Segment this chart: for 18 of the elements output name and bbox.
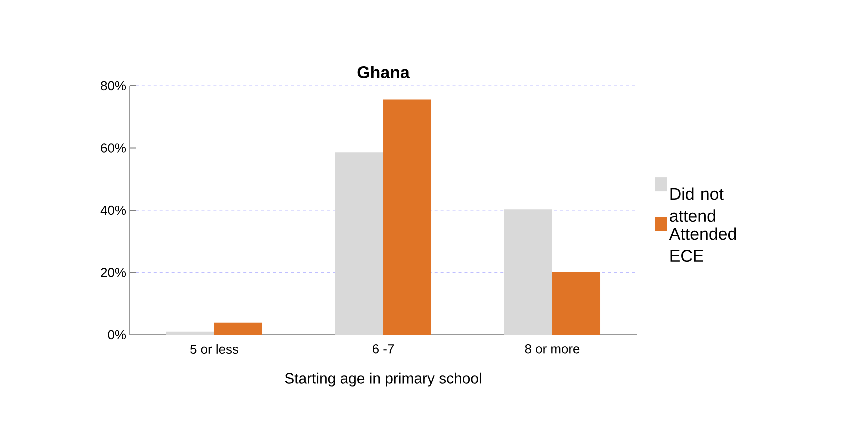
x-tick-label: 8 or more [525, 344, 580, 354]
bar [504, 210, 553, 335]
bar [336, 152, 384, 335]
y-tick-label: 0% [108, 330, 126, 340]
bar [166, 332, 214, 335]
bar [552, 272, 601, 335]
x-tick-label: 6 -7 [373, 344, 394, 354]
legend-label: Did not attend [670, 188, 724, 222]
chart-title: Ghana [358, 66, 410, 79]
legend-label: Attended ECE [669, 228, 736, 262]
y-tick-label: 60% [101, 144, 126, 153]
y-tick-label: 40% [100, 206, 126, 216]
x-tick-label: 5 or less [190, 344, 238, 354]
y-tick-label: 20% [101, 268, 126, 278]
bar [384, 100, 432, 335]
bar [214, 322, 263, 335]
y-tick-label: 80% [101, 81, 126, 91]
x-axis-title: Starting age in primary school [285, 372, 482, 387]
